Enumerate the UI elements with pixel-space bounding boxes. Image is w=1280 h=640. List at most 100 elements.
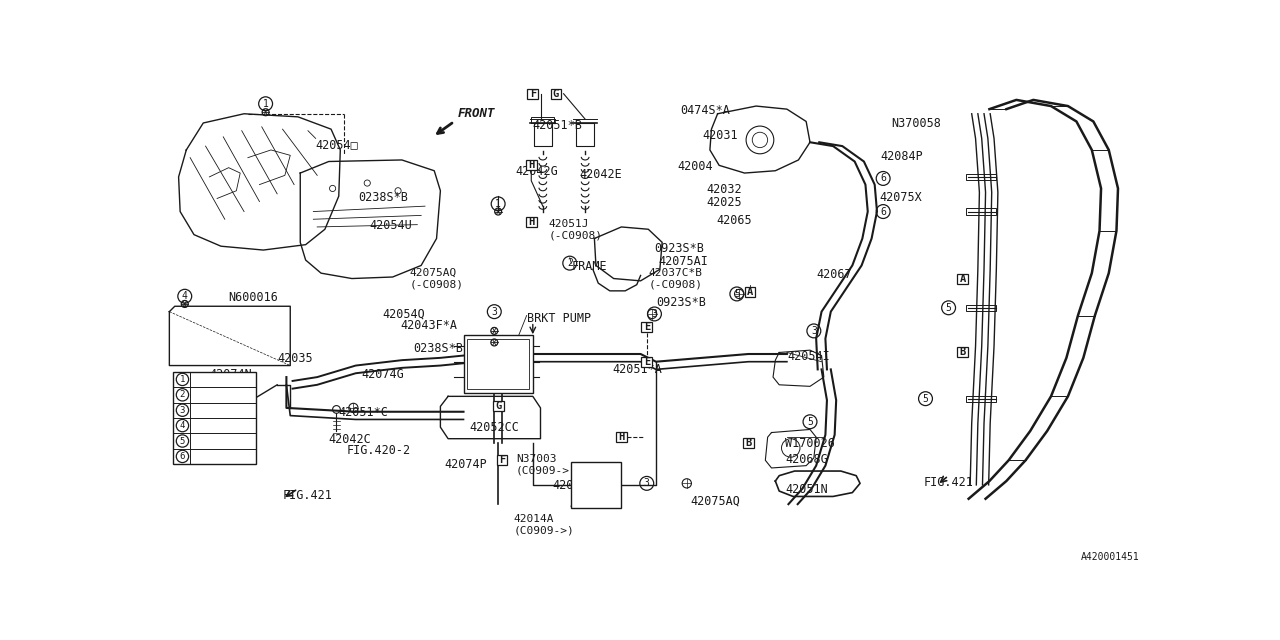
Text: 42014B: 42014B (570, 499, 613, 512)
Text: 0238S*B: 0238S*B (413, 342, 463, 355)
Bar (497, 455, 507, 465)
Bar (965, 209, 996, 214)
Text: H: H (529, 216, 534, 227)
Text: A: A (959, 273, 965, 284)
Text: 5: 5 (179, 436, 186, 445)
Text: A: A (746, 287, 753, 298)
Text: B: B (959, 348, 965, 358)
Bar (173, 372, 256, 464)
Text: 5: 5 (923, 394, 928, 404)
Text: 42035: 42035 (278, 353, 312, 365)
Text: W170026: W170026 (786, 437, 836, 450)
Text: 42054Q: 42054Q (383, 308, 425, 321)
Text: 42051*A: 42051*A (612, 364, 662, 376)
Text: 4: 4 (182, 291, 188, 301)
Text: N370058: N370058 (891, 117, 941, 130)
Text: 1: 1 (179, 375, 186, 384)
Text: E: E (644, 322, 650, 332)
Text: 0474S*B: 0474S*B (193, 405, 234, 415)
Text: 0101S*B: 0101S*B (193, 374, 234, 385)
Text: 5: 5 (733, 289, 740, 299)
Bar (957, 348, 968, 358)
Text: 0238S*A: 0238S*A (193, 436, 234, 446)
Text: H: H (618, 432, 625, 442)
Text: 42084X: 42084X (466, 376, 508, 388)
Text: N600016: N600016 (229, 291, 279, 304)
Bar (965, 305, 996, 311)
Bar (965, 396, 996, 402)
Bar (957, 273, 968, 284)
Text: 3: 3 (812, 326, 817, 336)
Text: 6: 6 (179, 452, 186, 461)
Text: FRONT: FRONT (457, 107, 495, 120)
Text: 42065: 42065 (716, 214, 751, 227)
Text: 42074P: 42074P (444, 458, 486, 471)
Text: F: F (499, 455, 506, 465)
Bar (550, 89, 562, 99)
Text: 0923S*A: 0923S*A (193, 451, 234, 461)
Text: A420001451: A420001451 (1080, 552, 1139, 562)
Text: 42075AQ
(-C0908): 42075AQ (-C0908) (410, 268, 463, 289)
Text: 42074N: 42074N (210, 368, 252, 381)
Bar (531, 117, 554, 123)
Bar (641, 322, 652, 332)
Text: 42084P: 42084P (881, 150, 924, 163)
Text: 3: 3 (179, 406, 186, 415)
Bar (526, 216, 536, 227)
Text: 3: 3 (652, 309, 658, 319)
Text: G: G (553, 89, 559, 99)
Text: FIG.421: FIG.421 (283, 489, 333, 502)
Bar (571, 462, 621, 508)
Bar (526, 161, 536, 170)
Text: FIG.421: FIG.421 (924, 476, 974, 489)
Bar (745, 287, 755, 298)
Text: 42075X: 42075X (879, 191, 922, 204)
Text: 6: 6 (881, 173, 886, 184)
Text: B: B (745, 438, 751, 447)
Text: 42067: 42067 (817, 268, 851, 281)
Text: 3: 3 (644, 478, 650, 488)
Text: 3: 3 (492, 307, 497, 317)
Bar (493, 401, 503, 412)
Text: 42051*B: 42051*B (532, 119, 582, 132)
Text: 0474S*A: 0474S*A (681, 104, 731, 116)
Text: 42051*C: 42051*C (339, 406, 389, 419)
Bar (965, 174, 996, 180)
Text: 42043F*A: 42043F*A (401, 319, 457, 332)
Text: G: G (495, 401, 502, 412)
Text: 42068G: 42068G (786, 452, 828, 465)
Text: 42025: 42025 (707, 196, 742, 209)
Text: 1: 1 (262, 99, 269, 109)
Text: 0923S*B: 0923S*B (654, 243, 704, 255)
Bar (616, 432, 627, 442)
Text: FRAME: FRAME (571, 260, 607, 273)
Text: Q586009: Q586009 (193, 420, 234, 431)
Text: 42032: 42032 (707, 183, 742, 196)
Bar (463, 335, 532, 392)
Text: 1: 1 (495, 199, 500, 209)
Text: 42037C*C: 42037C*C (193, 390, 241, 400)
Text: 6: 6 (881, 207, 886, 216)
Text: E: E (644, 356, 650, 367)
Bar (527, 89, 538, 99)
Text: 0923S*B: 0923S*B (657, 296, 705, 309)
Text: 0238S*B: 0238S*B (358, 191, 408, 204)
Text: 42075AQ: 42075AQ (691, 494, 741, 507)
Bar (641, 356, 652, 367)
Text: F: F (530, 89, 536, 99)
Text: 42054U: 42054U (370, 220, 412, 232)
Text: 4: 4 (179, 421, 186, 430)
Text: 42054I: 42054I (787, 350, 829, 363)
Text: 2: 2 (179, 390, 186, 399)
Text: 42052BB: 42052BB (552, 479, 602, 492)
Bar (467, 339, 529, 388)
Text: 2: 2 (567, 258, 572, 268)
Text: FIG.420-2: FIG.420-2 (347, 444, 411, 457)
Text: 42051N: 42051N (786, 483, 828, 497)
Text: 42031: 42031 (703, 129, 737, 142)
Text: 42042C: 42042C (329, 433, 371, 445)
Text: H: H (529, 161, 534, 170)
Text: 5: 5 (808, 417, 813, 427)
Text: BRKT PUMP: BRKT PUMP (526, 312, 591, 324)
Text: 42042G: 42042G (516, 165, 558, 179)
